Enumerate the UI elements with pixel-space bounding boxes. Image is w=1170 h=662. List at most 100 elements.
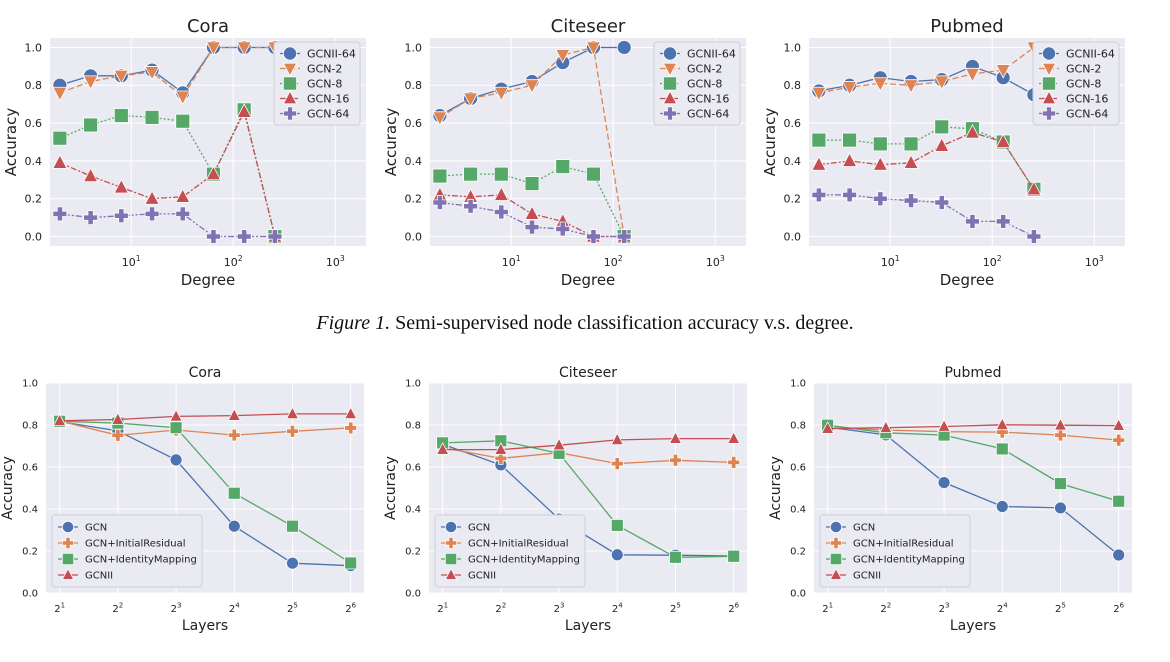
y-tick-label: 0.0 — [405, 589, 421, 600]
data-point — [175, 90, 191, 106]
data-point — [463, 198, 479, 214]
data-point — [82, 75, 99, 91]
series-GCN-64 — [432, 195, 632, 244]
legend-marker — [662, 76, 678, 91]
data-point — [169, 421, 183, 435]
legend-marker — [61, 536, 75, 550]
data-point — [872, 136, 888, 152]
data-point — [903, 136, 919, 152]
data-point — [995, 442, 1009, 456]
y-tick-label: 1.0 — [22, 379, 38, 390]
legend-marker — [282, 106, 298, 121]
legend-entry: GCNII-64 — [1066, 47, 1115, 60]
data-point — [83, 210, 99, 226]
data-point — [842, 187, 858, 203]
data-point — [610, 518, 624, 532]
data-point — [995, 500, 1009, 513]
data-point — [727, 431, 741, 444]
y-axis-label: Accuracy — [761, 108, 779, 177]
series-line — [827, 426, 1120, 556]
y-tick-label: 0.4 — [784, 155, 802, 168]
data-point — [493, 166, 509, 182]
legend-marker — [829, 552, 843, 566]
data-point — [727, 549, 741, 563]
series-line — [818, 46, 1035, 94]
data-point — [113, 208, 129, 224]
legend-entry: GCN+InitialResidual — [853, 539, 954, 550]
x-tick-label: 103 — [706, 254, 725, 269]
y-tick-label: 0.2 — [25, 193, 43, 206]
legend-entry: GCN-8 — [1066, 77, 1101, 90]
legend-entry: GCN+IdentityMapping — [468, 555, 580, 566]
series-line — [442, 437, 734, 451]
data-point — [524, 176, 540, 192]
data-point — [1053, 417, 1068, 431]
x-tick-label: 23 — [554, 602, 565, 616]
data-point — [1054, 477, 1067, 490]
series-line — [59, 420, 351, 436]
y-tick-label: 0.6 — [25, 117, 43, 130]
data-point — [227, 519, 241, 533]
legend-marker — [444, 536, 458, 550]
data-point — [227, 428, 241, 442]
data-point — [82, 167, 99, 183]
legend-box — [51, 514, 203, 588]
chart-title: Citeseer — [559, 365, 617, 381]
data-point — [144, 110, 160, 125]
legend-box — [819, 514, 971, 588]
series-line — [818, 126, 1035, 190]
x-tick-label: 101 — [122, 254, 141, 269]
data-point — [811, 187, 827, 203]
x-tick-label: 21 — [437, 602, 448, 616]
chart-1: 0.0 0.2 0.4 0.6 0.8 1.0 101 102 103 Citeseer Degre… — [382, 16, 746, 289]
data-point — [494, 442, 508, 455]
legend-entry: GCN-16 — [307, 92, 349, 105]
data-point — [205, 41, 222, 57]
legend-box — [653, 41, 741, 126]
series-GCN-8 — [52, 102, 283, 244]
data-point — [144, 206, 160, 222]
legend-entry: GCN-16 — [687, 92, 729, 105]
data-point — [964, 123, 981, 139]
data-point — [872, 191, 888, 207]
data-point — [435, 442, 450, 455]
legend-entry: GCN-16 — [1066, 92, 1108, 105]
y-tick-label: 0.0 — [784, 230, 802, 243]
series-GCN-64 — [52, 206, 283, 244]
legend-entry: GCNII — [468, 571, 496, 582]
legend-box — [434, 514, 586, 588]
legend-entry: GCN-2 — [687, 62, 722, 75]
data-point — [610, 548, 624, 562]
data-point — [820, 421, 835, 434]
data-point — [903, 154, 919, 169]
legend-entry: GCN+IdentityMapping — [853, 555, 965, 566]
x-tick-label: 101 — [502, 254, 521, 269]
x-axis-label: Degree — [181, 271, 236, 289]
legend-entry: GCNII-64 — [687, 47, 736, 60]
data-point — [995, 214, 1011, 229]
chart-4: 0.0 0.2 0.4 0.6 0.8 1.0 21 22 23 24 25 26 Citeseer La… — [383, 365, 747, 634]
series-line — [59, 420, 351, 567]
data-point — [841, 81, 858, 96]
data-point — [52, 413, 67, 427]
data-point — [1112, 418, 1126, 431]
data-point — [227, 486, 241, 500]
data-point — [934, 137, 950, 152]
data-point — [432, 111, 448, 126]
legend-entry: GCNII — [853, 571, 881, 582]
y-axis-label: Accuracy — [382, 108, 400, 177]
y-tick-label: 0.8 — [790, 421, 806, 432]
y-tick-label: 1.0 — [784, 41, 802, 54]
data-point — [934, 195, 950, 210]
data-point — [524, 205, 540, 220]
data-point — [169, 408, 183, 422]
y-tick-label: 1.0 — [25, 41, 43, 54]
data-point — [995, 64, 1011, 79]
data-point — [144, 66, 160, 81]
x-tick-label: 26 — [345, 602, 356, 616]
legend: GCNII-64 GCN-2 GCN-8 GCN-16 GCN-64 — [1032, 41, 1120, 126]
y-axis-label: Accuracy — [0, 456, 16, 520]
data-point — [811, 86, 827, 102]
data-point — [344, 421, 358, 435]
data-point — [286, 556, 299, 570]
